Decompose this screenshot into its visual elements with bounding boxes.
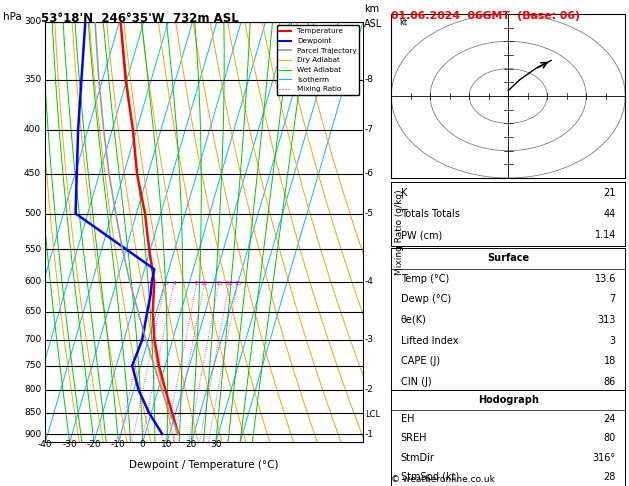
Text: 13.6: 13.6	[594, 274, 616, 284]
Text: 850: 850	[24, 408, 41, 417]
Text: StmDir: StmDir	[401, 452, 435, 463]
Text: 10: 10	[161, 440, 173, 450]
Text: -6: -6	[365, 170, 374, 178]
Text: K: K	[401, 188, 407, 198]
Text: -3: -3	[365, 335, 374, 344]
Text: 18: 18	[604, 445, 616, 454]
Text: km: km	[364, 4, 379, 14]
Text: 30: 30	[210, 440, 221, 450]
Text: -8: -8	[365, 75, 374, 84]
Text: -5: -5	[365, 209, 374, 218]
Text: 10: 10	[201, 280, 209, 286]
Text: 7: 7	[610, 295, 616, 304]
Text: 600: 600	[24, 278, 41, 286]
Text: kt: kt	[399, 18, 407, 27]
Text: StmSpd (kt): StmSpd (kt)	[401, 472, 459, 482]
Text: -30: -30	[62, 440, 77, 450]
Text: 20: 20	[226, 280, 233, 286]
Text: 3: 3	[610, 432, 616, 442]
Text: 316°: 316°	[593, 452, 616, 463]
Text: 0: 0	[140, 440, 145, 450]
Text: 800: 800	[24, 385, 41, 394]
Text: 24: 24	[603, 414, 616, 424]
Text: Totals Totals: Totals Totals	[401, 209, 459, 219]
Text: 450: 450	[24, 170, 41, 178]
Text: 21: 21	[603, 188, 616, 198]
Text: PW (cm): PW (cm)	[401, 230, 442, 241]
Text: 400: 400	[24, 125, 41, 134]
Text: Most Unstable: Most Unstable	[469, 395, 548, 405]
Text: Lifted Index: Lifted Index	[401, 335, 458, 346]
Text: -10: -10	[111, 440, 126, 450]
Text: EH: EH	[401, 414, 414, 424]
Text: Surface: Surface	[487, 253, 529, 263]
Text: SREH: SREH	[401, 434, 427, 444]
Text: 18: 18	[604, 356, 616, 366]
Text: 86: 86	[604, 377, 616, 387]
Text: 550: 550	[24, 245, 41, 254]
Text: 313: 313	[598, 420, 616, 430]
Text: 350: 350	[24, 75, 41, 84]
Text: 650: 650	[24, 308, 41, 316]
Text: Mixing Ratio (g/kg): Mixing Ratio (g/kg)	[395, 189, 404, 275]
Text: 44: 44	[604, 209, 616, 219]
Text: 3: 3	[610, 335, 616, 346]
Text: 750: 750	[24, 361, 41, 370]
Legend: Temperature, Dewpoint, Parcel Trajectory, Dry Adiabat, Wet Adiabat, Isotherm, Mi: Temperature, Dewpoint, Parcel Trajectory…	[277, 25, 359, 95]
Text: θe(K): θe(K)	[401, 315, 426, 325]
Text: 4: 4	[172, 280, 176, 286]
Text: 923: 923	[598, 407, 616, 417]
X-axis label: Dewpoint / Temperature (°C): Dewpoint / Temperature (°C)	[130, 460, 279, 470]
Text: 20: 20	[186, 440, 197, 450]
Text: CAPE (J): CAPE (J)	[401, 356, 440, 366]
Text: 900: 900	[24, 430, 41, 438]
Text: 25: 25	[234, 280, 242, 286]
Text: Hodograph: Hodograph	[478, 395, 538, 405]
Text: Lifted Index: Lifted Index	[401, 432, 458, 442]
Text: -7: -7	[365, 125, 374, 134]
Text: 300: 300	[24, 17, 41, 26]
Text: 8: 8	[195, 280, 199, 286]
Text: 3: 3	[164, 280, 167, 286]
Text: 500: 500	[24, 209, 41, 218]
Text: Temp (°C): Temp (°C)	[401, 274, 449, 284]
Text: -4: -4	[365, 278, 374, 286]
Text: 80: 80	[604, 434, 616, 444]
Text: 1.14: 1.14	[594, 230, 616, 241]
Text: -1: -1	[365, 430, 374, 438]
Text: 2: 2	[151, 280, 155, 286]
Text: CIN (J): CIN (J)	[401, 377, 431, 387]
Text: 01.06.2024  06GMT  (Base: 06): 01.06.2024 06GMT (Base: 06)	[391, 11, 580, 21]
Text: -2: -2	[365, 385, 374, 394]
Text: Dewp (°C): Dewp (°C)	[401, 295, 451, 304]
Text: CAPE (J): CAPE (J)	[401, 445, 440, 454]
Text: θe (K): θe (K)	[401, 420, 430, 430]
Text: LCL: LCL	[365, 410, 380, 419]
Text: hPa: hPa	[3, 12, 22, 22]
Text: 28: 28	[603, 472, 616, 482]
Text: © weatheronline.co.uk: © weatheronline.co.uk	[391, 474, 495, 484]
Text: ASL: ASL	[364, 19, 382, 29]
Text: 313: 313	[598, 315, 616, 325]
Text: 15: 15	[215, 280, 223, 286]
Text: 53°18'N  246°35'W  732m ASL: 53°18'N 246°35'W 732m ASL	[41, 12, 238, 25]
Text: 700: 700	[24, 335, 41, 344]
Text: -20: -20	[87, 440, 101, 450]
Text: CIN (J): CIN (J)	[401, 457, 431, 467]
Text: 86: 86	[604, 457, 616, 467]
Text: Pressure (mb): Pressure (mb)	[401, 407, 469, 417]
Text: -40: -40	[38, 440, 53, 450]
